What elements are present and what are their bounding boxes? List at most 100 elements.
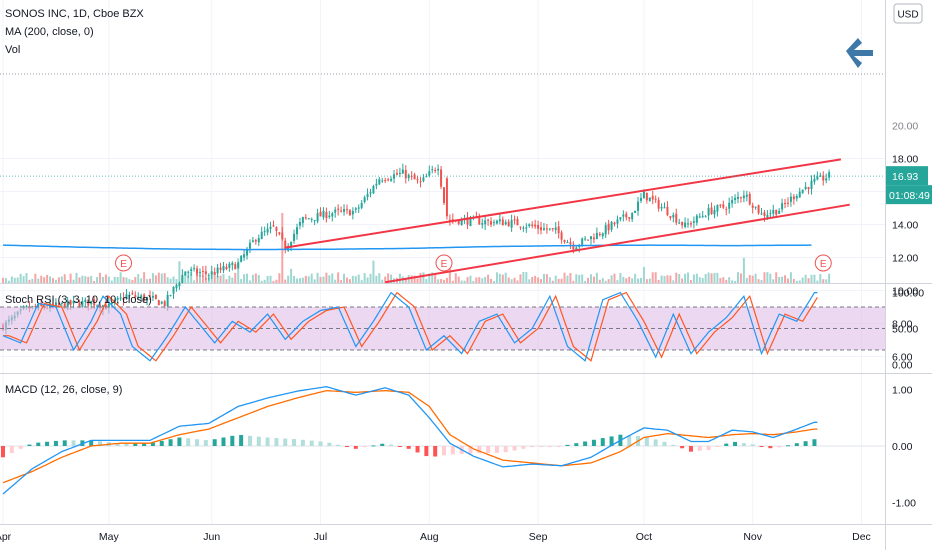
candle-body (625, 213, 628, 218)
volume-bar (737, 272, 739, 283)
candle-body (210, 271, 213, 275)
candle-body (84, 299, 87, 302)
volume-bar (331, 273, 334, 283)
candle-body (122, 297, 125, 300)
volume-bar (798, 280, 801, 283)
price-tick-label: 14.00 (892, 220, 918, 232)
volume-bar (613, 273, 616, 283)
volume-bar (431, 272, 434, 283)
candle-body (172, 287, 175, 294)
volume-bar (228, 275, 231, 283)
volume-bar (678, 274, 681, 283)
candle-body (569, 242, 572, 245)
arrow-drawing (846, 38, 873, 68)
volume-bar (651, 272, 654, 283)
currency-badge-label: USD (897, 10, 918, 21)
volume-bar (722, 277, 725, 283)
earnings-marker-label: E (120, 259, 127, 270)
volume-bar (128, 279, 131, 283)
macd-histogram-bar (230, 435, 235, 446)
candle-body (522, 227, 525, 229)
volume-bar (590, 274, 592, 283)
macd-histogram-bar (203, 440, 208, 446)
candle-body (343, 209, 346, 212)
time-tick-label: May (99, 531, 120, 543)
candle-body (542, 228, 545, 230)
macd-histogram-bar (380, 443, 385, 446)
candle-body (654, 198, 657, 200)
macd-histogram-bar (494, 446, 499, 453)
volume-bar (243, 274, 246, 283)
volume-bar (551, 280, 554, 283)
candle-body (819, 175, 822, 177)
volume-bar (154, 275, 157, 283)
volume-bar (537, 277, 540, 283)
earnings-marker (115, 254, 133, 272)
volume-bar (684, 273, 687, 283)
volume-bar (219, 275, 222, 283)
price-tick-label: 10.00 (892, 286, 918, 298)
volume-bar (425, 279, 428, 283)
candle-body (739, 197, 742, 199)
candle-body (281, 232, 284, 240)
candle-body (595, 232, 598, 239)
volume-bar (143, 272, 146, 283)
candle-body (360, 202, 363, 208)
volume-bar (710, 273, 713, 283)
volume-bar (184, 273, 187, 283)
candle-body (390, 178, 393, 181)
candle-body (260, 231, 263, 239)
volume-bar (196, 273, 199, 283)
candle-body (213, 272, 216, 275)
candle-body (251, 240, 254, 242)
macd-histogram-bar (415, 446, 420, 453)
candle-body (296, 227, 298, 235)
macd-histogram-bar (353, 446, 358, 449)
macd-histogram-bar (653, 439, 658, 446)
macd-histogram-bar (697, 446, 702, 451)
volume-bar (707, 272, 710, 283)
candle-body (181, 274, 184, 283)
candle-body (513, 219, 516, 221)
candle-body (604, 225, 607, 235)
candle-body (534, 224, 537, 227)
candle-body (587, 239, 590, 241)
volume-bar (478, 277, 481, 283)
volume-bar (216, 275, 219, 283)
macd-histogram-bar (168, 439, 173, 446)
candle-body (445, 178, 448, 217)
candle-body (154, 294, 157, 299)
volume-bar (828, 273, 831, 283)
candle-body (725, 208, 728, 210)
candle-body (146, 297, 149, 301)
volume-bar (10, 276, 13, 283)
volume-bar (557, 278, 560, 283)
stoch-tick-label: 50.00 (892, 324, 918, 336)
volume-bar (246, 273, 249, 283)
volume-bar (772, 279, 775, 283)
candle-body (719, 204, 722, 206)
candle-body (219, 267, 222, 270)
stoch-tick-label: 0.00 (892, 359, 913, 371)
macd-histogram-bar (221, 437, 226, 446)
volume-bar (398, 273, 401, 283)
candle-body (440, 169, 443, 187)
macd-histogram-bar (371, 445, 376, 447)
candle-body (348, 210, 351, 216)
volume-bar (99, 272, 102, 283)
candle-body (369, 192, 372, 194)
earnings-marker (814, 254, 832, 272)
volume-bar (481, 278, 484, 283)
volume-bar (298, 278, 301, 283)
candle-body (301, 217, 304, 224)
candle-body (804, 186, 807, 189)
candle-body (451, 219, 454, 221)
macd-histogram-bar (794, 443, 799, 446)
candle-body (416, 179, 419, 181)
candle-body (786, 202, 789, 204)
candle-body (246, 248, 249, 256)
candle-body (137, 296, 140, 298)
candle-body (448, 219, 451, 221)
